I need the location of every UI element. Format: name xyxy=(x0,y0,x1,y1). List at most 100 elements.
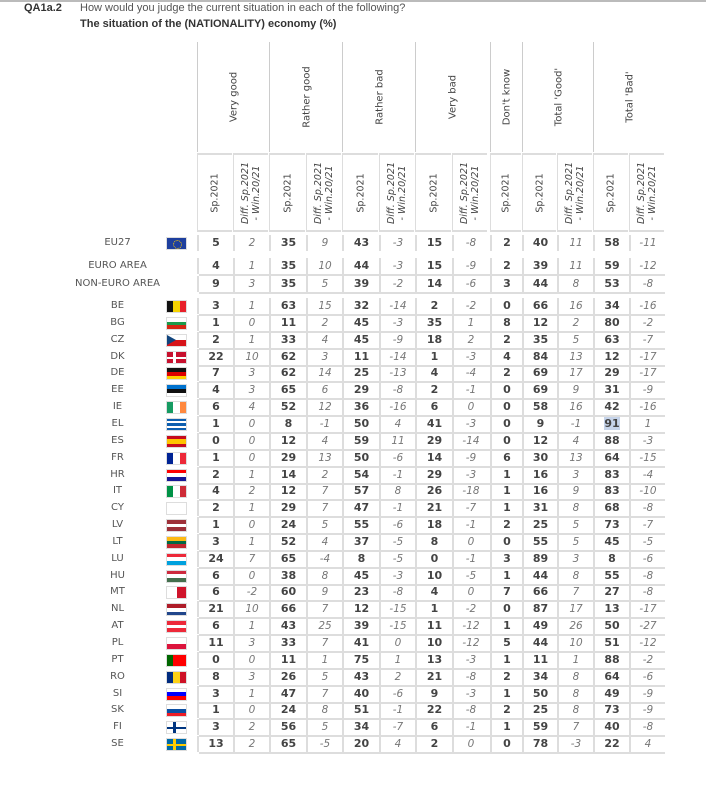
row-label: IE xyxy=(112,401,123,413)
diff-value: -12 xyxy=(452,635,488,651)
sp2021-value: 65 xyxy=(269,550,306,567)
diff-value: 11 xyxy=(557,235,593,251)
sp2021-value: 64 xyxy=(593,668,629,685)
diff-value: 0 xyxy=(233,702,269,719)
flag-fr-icon xyxy=(166,451,187,465)
subheader-sp: Sp.2021 xyxy=(269,153,305,232)
diff-value: -1 xyxy=(452,382,488,399)
sp2021-value: 35 xyxy=(522,331,557,348)
diff-value: 9 xyxy=(306,235,342,251)
group-header: Rather bad xyxy=(342,42,416,152)
subheader-sp-label: Sp.2021 xyxy=(282,172,293,213)
diff-value: 3 xyxy=(557,550,593,567)
diff-value: -12 xyxy=(629,258,665,274)
flag-ie-icon xyxy=(166,401,187,415)
diff-value: 13 xyxy=(557,449,593,466)
diff-value: 5 xyxy=(306,719,342,736)
sp2021-value: 35 xyxy=(269,258,306,274)
diff-value: 16 xyxy=(557,298,593,314)
sp2021-value: 13 xyxy=(415,651,452,668)
diff-value: 1 xyxy=(233,258,269,274)
sp2021-value: 0 xyxy=(490,533,522,550)
subheader-diff: Diff. Sp.2021- Win.20/21 xyxy=(233,153,268,232)
row-divider xyxy=(199,634,665,637)
diff-value: -6 xyxy=(629,550,665,567)
sp2021-value: 26 xyxy=(415,483,452,500)
sp2021-value: 11 xyxy=(269,314,306,331)
diff-value: -6 xyxy=(379,449,415,466)
sp2021-value: 11 xyxy=(269,651,306,668)
sp2021-value: 14 xyxy=(269,466,306,483)
diff-value: -18 xyxy=(452,483,488,500)
flag-ee-icon xyxy=(166,384,187,398)
flag-pt-icon xyxy=(166,653,187,667)
sp2021-value: 30 xyxy=(522,449,557,466)
sp2021-value: 40 xyxy=(522,235,557,251)
row-divider xyxy=(199,398,665,401)
diff-value: -9 xyxy=(629,382,665,399)
sp2021-value: 3 xyxy=(490,550,522,567)
diff-value: -2 xyxy=(452,298,488,314)
sp2021-value: 59 xyxy=(593,258,629,274)
diff-value: 1 xyxy=(233,533,269,550)
diff-value: 0 xyxy=(233,432,269,449)
sp2021-value: 12 xyxy=(522,314,557,331)
diff-value: 4 xyxy=(233,399,269,416)
sp2021-value: 42 xyxy=(593,399,629,416)
sp2021-value: 3 xyxy=(197,719,233,736)
sp2021-value: 50 xyxy=(342,449,379,466)
sp2021-value: 34 xyxy=(593,298,629,314)
sp2021-value: 31 xyxy=(522,500,557,517)
flag-ro-icon xyxy=(166,670,187,684)
sp2021-value: 62 xyxy=(269,365,306,382)
diff-value: 4 xyxy=(306,533,342,550)
diff-value: -6 xyxy=(379,685,415,702)
diff-value: -1 xyxy=(452,517,488,534)
sp2021-value: 11 xyxy=(522,651,557,668)
sp2021-value: 21 xyxy=(197,601,233,618)
sp2021-value: 27 xyxy=(593,584,629,601)
row-label: ES xyxy=(111,434,124,446)
row-label: EU27 xyxy=(104,237,131,248)
row-divider xyxy=(199,465,665,468)
diff-value: -3 xyxy=(557,736,593,753)
flag-at-icon xyxy=(166,620,187,634)
sp2021-value: 14 xyxy=(415,276,452,292)
table-row-pt: PT 0 0 11 1 75 1 13 -3 1 11 1 88 -2 xyxy=(0,651,706,668)
sp2021-value: 69 xyxy=(522,365,557,382)
row-divider xyxy=(199,566,665,569)
row-divider xyxy=(199,667,665,670)
diff-value: -8 xyxy=(452,702,488,719)
sp2021-value: 63 xyxy=(593,331,629,348)
row-label: FI xyxy=(113,721,122,733)
flag-be-icon xyxy=(166,300,187,313)
sp2021-value: 40 xyxy=(342,685,379,702)
sp2021-value: 4 xyxy=(490,348,522,365)
flag-lt-icon xyxy=(166,535,187,549)
table-row-bg: BG 1 0 11 2 45 -3 35 1 8 12 2 80 -2 xyxy=(0,314,706,331)
sp2021-value: 12 xyxy=(593,348,629,365)
diff-value: 2 xyxy=(233,736,269,753)
diff-value: -3 xyxy=(629,432,665,449)
table-subtitle: The situation of the (NATIONALITY) econo… xyxy=(80,18,337,30)
diff-value: -3 xyxy=(379,258,415,274)
diff-value: 4 xyxy=(379,415,415,432)
diff-value: 3 xyxy=(233,276,269,292)
table-row-cz: CZ 2 1 33 4 45 -9 18 2 2 35 5 63 -7 xyxy=(0,331,706,348)
diff-value: 8 xyxy=(379,483,415,500)
sp2021-value: 41 xyxy=(342,635,379,651)
table-row-si: SI 3 1 47 7 40 -6 9 -3 1 50 8 49 -9 xyxy=(0,685,706,702)
diff-value: 17 xyxy=(557,365,593,382)
diff-value: 13 xyxy=(557,348,593,365)
sp2021-value: 34 xyxy=(522,668,557,685)
diff-value: 1 xyxy=(629,415,665,432)
sp2021-value: 29 xyxy=(269,449,306,466)
sp2021-value: 1 xyxy=(197,702,233,719)
sp2021-value: 40 xyxy=(593,719,629,736)
sp2021-value: 16 xyxy=(522,483,557,500)
diff-value: 0 xyxy=(379,635,415,651)
diff-value: 26 xyxy=(557,618,593,635)
row-label: BE xyxy=(110,300,125,311)
diff-value: 4 xyxy=(379,736,415,753)
sp2021-value: 3 xyxy=(490,276,522,292)
